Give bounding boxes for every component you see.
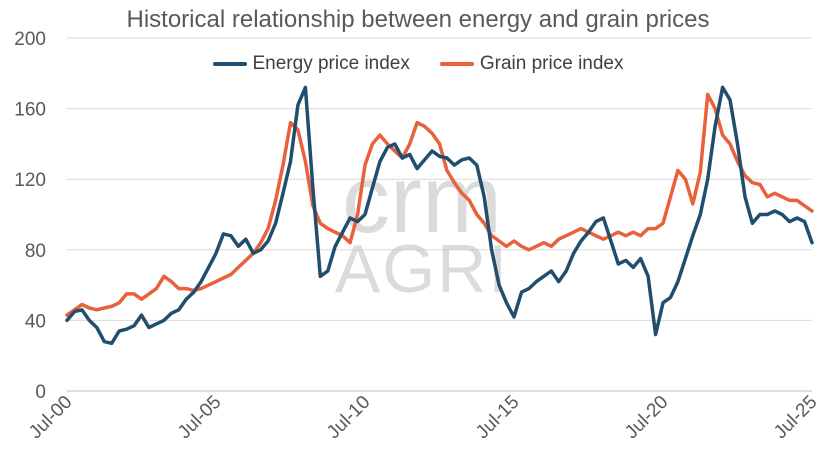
x-tick-label-jul-00: Jul-00	[25, 392, 76, 443]
series-line-grain	[65, 92, 814, 317]
watermark: crm AGRI	[335, 146, 509, 307]
y-tick-label-120: 120	[14, 170, 46, 191]
y-tick-label-40: 40	[25, 311, 46, 332]
watermark-text-agri: AGRI	[335, 231, 509, 307]
x-tick-label-jul-10: Jul-10	[323, 392, 374, 443]
chart-title: Historical relationship between energy a…	[126, 6, 710, 33]
series-line-energy	[65, 85, 814, 346]
x-tick-label-jul-15: Jul-15	[472, 392, 523, 443]
legend-item-grain: Grain price index	[439, 53, 624, 75]
gridlines	[67, 37, 812, 321]
x-tick-label-jul-25: Jul-25	[770, 392, 821, 443]
y-tick-label-160: 160	[14, 100, 46, 121]
legend-label-grain: Grain price index	[479, 53, 624, 74]
y-tick-label-0: 0	[35, 382, 46, 403]
y-tick-label-80: 80	[25, 241, 46, 262]
x-tick-label-jul-05: Jul-05	[174, 392, 225, 443]
legend-swatch-energy	[212, 62, 247, 66]
legend-swatch-grain	[439, 62, 474, 66]
y-tick-labels: 0 40 80 120 160 200	[14, 29, 46, 403]
legend: Energy price index Grain price index	[0, 53, 836, 75]
legend-item-energy: Energy price index	[212, 53, 410, 75]
x-tick-labels: Jul-00 Jul-05 Jul-10 Jul-15 Jul-20 Jul-25	[25, 392, 821, 443]
legend-label-energy: Energy price index	[252, 53, 410, 74]
series-lines	[65, 85, 814, 346]
y-tick-label-200: 200	[14, 29, 46, 50]
x-tick-label-jul-20: Jul-20	[621, 392, 672, 443]
